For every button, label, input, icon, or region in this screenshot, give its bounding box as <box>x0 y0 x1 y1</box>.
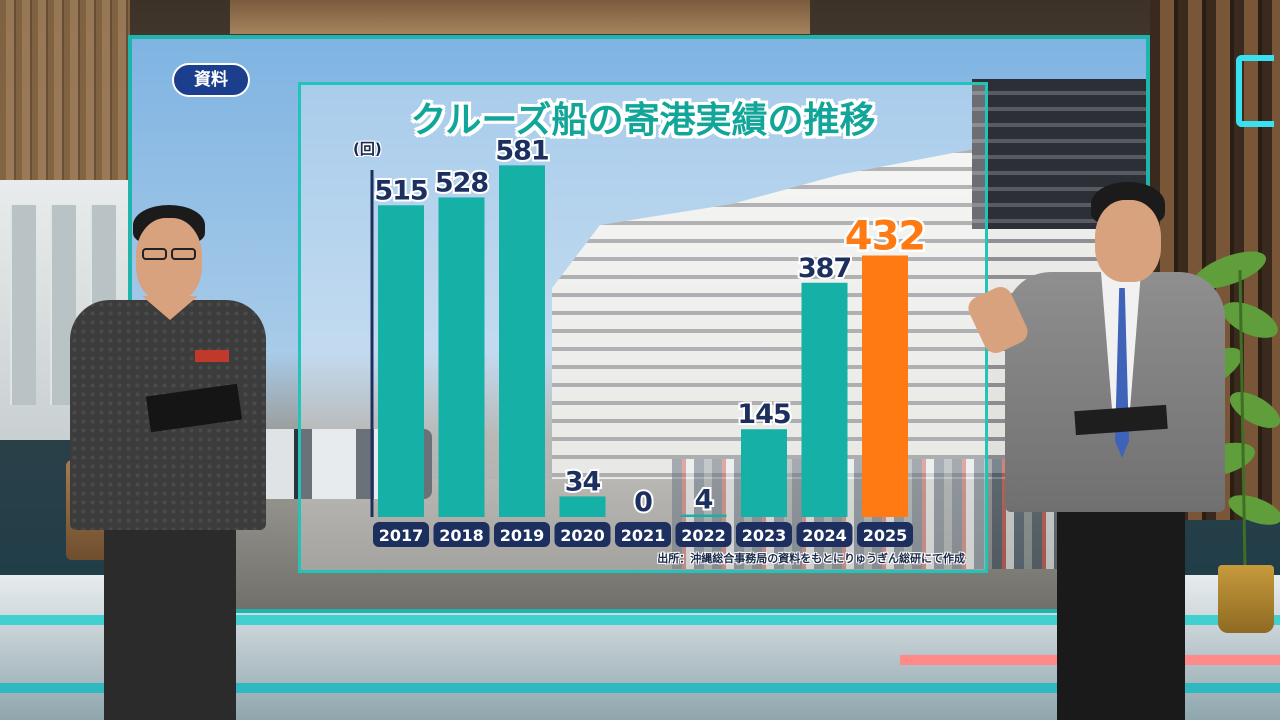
bar-2018 <box>438 197 485 517</box>
value-label-2023: 145 <box>737 399 790 430</box>
category-label-2022: 2022 <box>681 526 726 545</box>
value-label-2019: 581 <box>495 135 548 166</box>
bar-2017 <box>378 205 424 517</box>
category-label-2023: 2023 <box>742 526 787 545</box>
category-tag-2025 <box>857 522 913 547</box>
category-label-2019: 2019 <box>500 526 545 545</box>
chart-title: クルーズ船の寄港実績の推移 <box>410 100 876 141</box>
ceiling-wood-trim <box>230 0 810 34</box>
source-badge: 資料 <box>172 63 250 97</box>
category-tag-2021 <box>615 522 671 547</box>
category-label-2018: 2018 <box>439 526 484 545</box>
category-label-2024: 2024 <box>802 526 847 545</box>
value-label-2022: 4 <box>695 485 713 516</box>
neon-frame-decoration <box>1236 55 1274 127</box>
value-label-2020: 34 <box>565 466 601 497</box>
bar-2024 <box>801 282 848 517</box>
category-label-2020: 2020 <box>560 526 605 545</box>
y-axis-unit-label: (回) <box>353 140 382 158</box>
source-note: 出所：沖縄総合事務局の資料をもとにりゅうぎん総研にて作成 <box>657 552 965 565</box>
bar-2020 <box>559 496 606 517</box>
value-label-2021: 0 <box>634 487 652 518</box>
presenter-left <box>70 200 270 720</box>
bar-2025 <box>862 255 908 518</box>
bar-2022 <box>680 514 727 517</box>
bar-2023 <box>741 429 787 517</box>
category-tag-2017 <box>373 522 429 547</box>
bar-chart: 515 2017 528 2018 581 2019 34 2020 0 2021 4 2022 145… <box>370 133 929 547</box>
chart-panel: 515 2017 528 2018 581 2019 34 2020 0 2021 4 2022 145… <box>298 82 988 573</box>
presenter-right <box>964 180 1225 720</box>
category-tag-2023 <box>736 522 792 547</box>
category-label-2025: 2025 <box>863 526 908 545</box>
category-tag-2019 <box>494 522 550 547</box>
category-tag-2024 <box>796 522 853 547</box>
value-label-2017: 515 <box>374 175 427 206</box>
category-tag-2022 <box>675 522 732 547</box>
bar-2019 <box>499 165 545 517</box>
category-tag-2020 <box>554 522 611 547</box>
category-tag-2018 <box>433 522 490 547</box>
category-label-2017: 2017 <box>379 526 424 545</box>
value-label-2024: 387 <box>798 253 851 284</box>
category-label-2021: 2021 <box>621 526 666 545</box>
plant-pot <box>1218 565 1274 633</box>
value-label-2025: 432 <box>845 214 926 260</box>
value-label-2018: 528 <box>435 167 489 198</box>
